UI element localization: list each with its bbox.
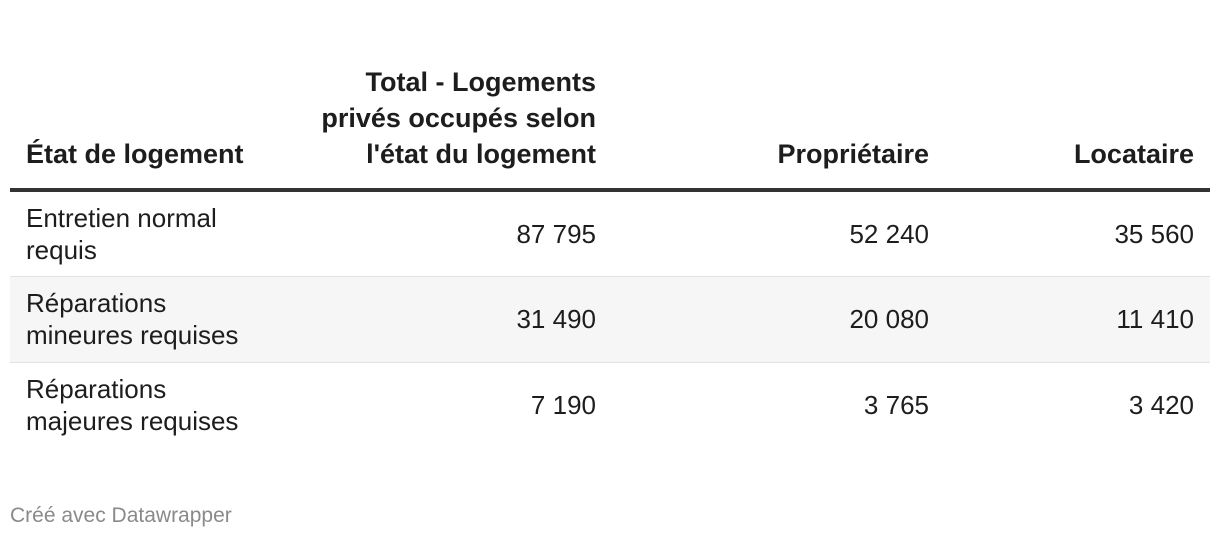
header-row: État de logement Total - Logements privé… [10, 0, 1210, 192]
table-row: Réparations majeures requises 7 190 3 76… [10, 362, 1210, 448]
housing-condition-table: État de logement Total - Logements privé… [10, 0, 1210, 448]
data-table-container: État de logement Total - Logements privé… [10, 0, 1210, 448]
cell-total: 87 795 [260, 190, 596, 277]
cell-renter: 3 420 [1128, 390, 1194, 421]
row-label: Réparations majeures requises [26, 374, 239, 437]
column-header-owner[interactable]: Propriétaire [596, 0, 929, 192]
cell-renter: 11 410 [929, 276, 1210, 363]
row-label: Entretien normal requis [10, 190, 260, 277]
column-header-renter[interactable]: Locataire [929, 0, 1210, 192]
column-header-condition[interactable]: État de logement [10, 0, 260, 192]
cell-total: 7 190 [530, 390, 596, 421]
row-label: Réparations mineures requises [10, 276, 260, 363]
cell-renter: 35 560 [929, 190, 1210, 277]
cell-total: 31 490 [260, 276, 596, 363]
datawrapper-credit[interactable]: Créé avec Datawrapper [10, 504, 232, 527]
column-header-total[interactable]: Total - Logements privés occupés selon l… [260, 0, 596, 192]
table-body: Entretien normal requis 87 795 52 240 35… [10, 190, 1210, 448]
cell-owner: 3 765 [863, 390, 929, 421]
table-row: Réparations mineures requises 31 490 20 … [10, 276, 1210, 363]
cell-owner: 20 080 [596, 276, 929, 363]
cell-owner: 52 240 [596, 190, 929, 277]
table-header: État de logement Total - Logements privé… [10, 0, 1210, 192]
table-row: Entretien normal requis 87 795 52 240 35… [10, 190, 1210, 277]
